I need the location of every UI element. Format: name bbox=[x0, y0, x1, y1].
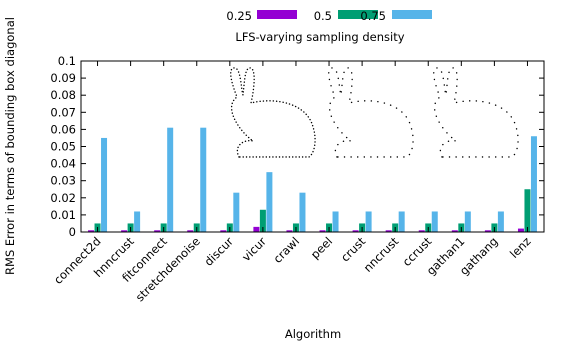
x-tick-label: lenz bbox=[507, 234, 534, 261]
bar-vicur-0.5 bbox=[259, 209, 266, 232]
x-tick-label: nncrust bbox=[361, 234, 402, 275]
bar-fitconnect-0.75 bbox=[167, 127, 174, 232]
bars bbox=[88, 127, 537, 232]
bar-vicur-0.75 bbox=[266, 172, 273, 232]
y-tick-label: 0.04 bbox=[50, 157, 76, 171]
y-tick-label: 0.1 bbox=[58, 54, 76, 68]
bar-fitconnect-0.25 bbox=[154, 230, 161, 232]
y-tick-label: 0.05 bbox=[50, 140, 76, 154]
x-tick-label: peel bbox=[308, 234, 335, 261]
bar-crawl-0.25 bbox=[286, 230, 293, 232]
bar-lenz-0.75 bbox=[530, 136, 537, 232]
bar-gathang-0.75 bbox=[497, 211, 504, 232]
bunny-sample-1 bbox=[230, 67, 316, 158]
bar-nncrust-0.25 bbox=[385, 230, 392, 232]
y-tick-label: 0.03 bbox=[50, 174, 76, 188]
bar-stretchdenoise-0.75 bbox=[200, 127, 207, 232]
x-tick-label: vicur bbox=[239, 234, 269, 264]
bar-hnncrust-0.25 bbox=[121, 230, 128, 232]
bar-lenz-0.25 bbox=[517, 228, 524, 232]
bar-crust-0.75 bbox=[365, 211, 372, 232]
plot-frame bbox=[80, 60, 545, 233]
bar-ccrust-0.75 bbox=[431, 211, 438, 232]
legend-swatch-0.75 bbox=[392, 10, 432, 19]
y-tick-label: 0 bbox=[69, 225, 76, 239]
bar-connect2d-0.25 bbox=[88, 230, 95, 232]
chart-title: LFS-varying sampling density bbox=[235, 30, 404, 44]
bar-peel-0.75 bbox=[332, 211, 339, 232]
bar-connect2d-0.75 bbox=[101, 137, 108, 232]
legend-label-0.25: 0.25 bbox=[226, 9, 252, 23]
y-tick-label: 0.09 bbox=[50, 71, 76, 85]
x-tick-label: crust bbox=[338, 234, 369, 265]
bar-vicur-0.25 bbox=[253, 226, 260, 232]
y-axis: 0 0.01 0.02 0.03 0.04 0.05 0.06 0.07 0.08 0.09 0.1 bbox=[50, 54, 544, 239]
y-tick-label: 0.01 bbox=[50, 208, 76, 222]
legend: 0.25 0.5 0.75 bbox=[226, 9, 432, 23]
bunny-sample-illustrations bbox=[230, 67, 519, 158]
x-tick-label: discur bbox=[201, 234, 236, 269]
x-tick-label: connect2d bbox=[51, 234, 104, 287]
bar-stretchdenoise-0.25 bbox=[187, 230, 194, 232]
legend-label-0.5: 0.5 bbox=[314, 9, 332, 23]
bar-lenz-0.5 bbox=[524, 189, 531, 232]
y-axis-label: RMS Error in terms of bounding box diago… bbox=[3, 17, 17, 275]
bar-peel-0.25 bbox=[319, 230, 326, 232]
x-tick-label: crawl bbox=[270, 234, 302, 266]
bar-crust-0.25 bbox=[352, 230, 359, 232]
bar-discur-0.25 bbox=[220, 230, 227, 232]
x-axis-label: Algorithm bbox=[285, 327, 341, 341]
bunny-sample-2 bbox=[328, 67, 414, 158]
legend-swatch-0.25 bbox=[257, 10, 297, 19]
bar-gathan1-0.75 bbox=[464, 211, 471, 232]
x-axis: connect2dhnncrustfitconnectstretchdenois… bbox=[51, 61, 534, 304]
legend-label-0.75: 0.75 bbox=[360, 9, 386, 23]
bar-nncrust-0.75 bbox=[398, 211, 405, 232]
bar-crawl-0.75 bbox=[299, 192, 306, 232]
bunny-sample-3 bbox=[433, 67, 519, 158]
y-tick-label: 0.02 bbox=[50, 191, 76, 205]
y-tick-label: 0.07 bbox=[50, 105, 76, 119]
legend-swatch-0.5 bbox=[338, 10, 378, 19]
bar-ccrust-0.25 bbox=[418, 230, 425, 232]
bar-discur-0.75 bbox=[233, 192, 240, 232]
bar-hnncrust-0.75 bbox=[134, 211, 141, 232]
bar-gathang-0.25 bbox=[484, 230, 491, 232]
y-tick-label: 0.08 bbox=[50, 88, 76, 102]
bar-gathan1-0.25 bbox=[451, 230, 458, 232]
y-tick-label: 0.06 bbox=[50, 122, 76, 136]
